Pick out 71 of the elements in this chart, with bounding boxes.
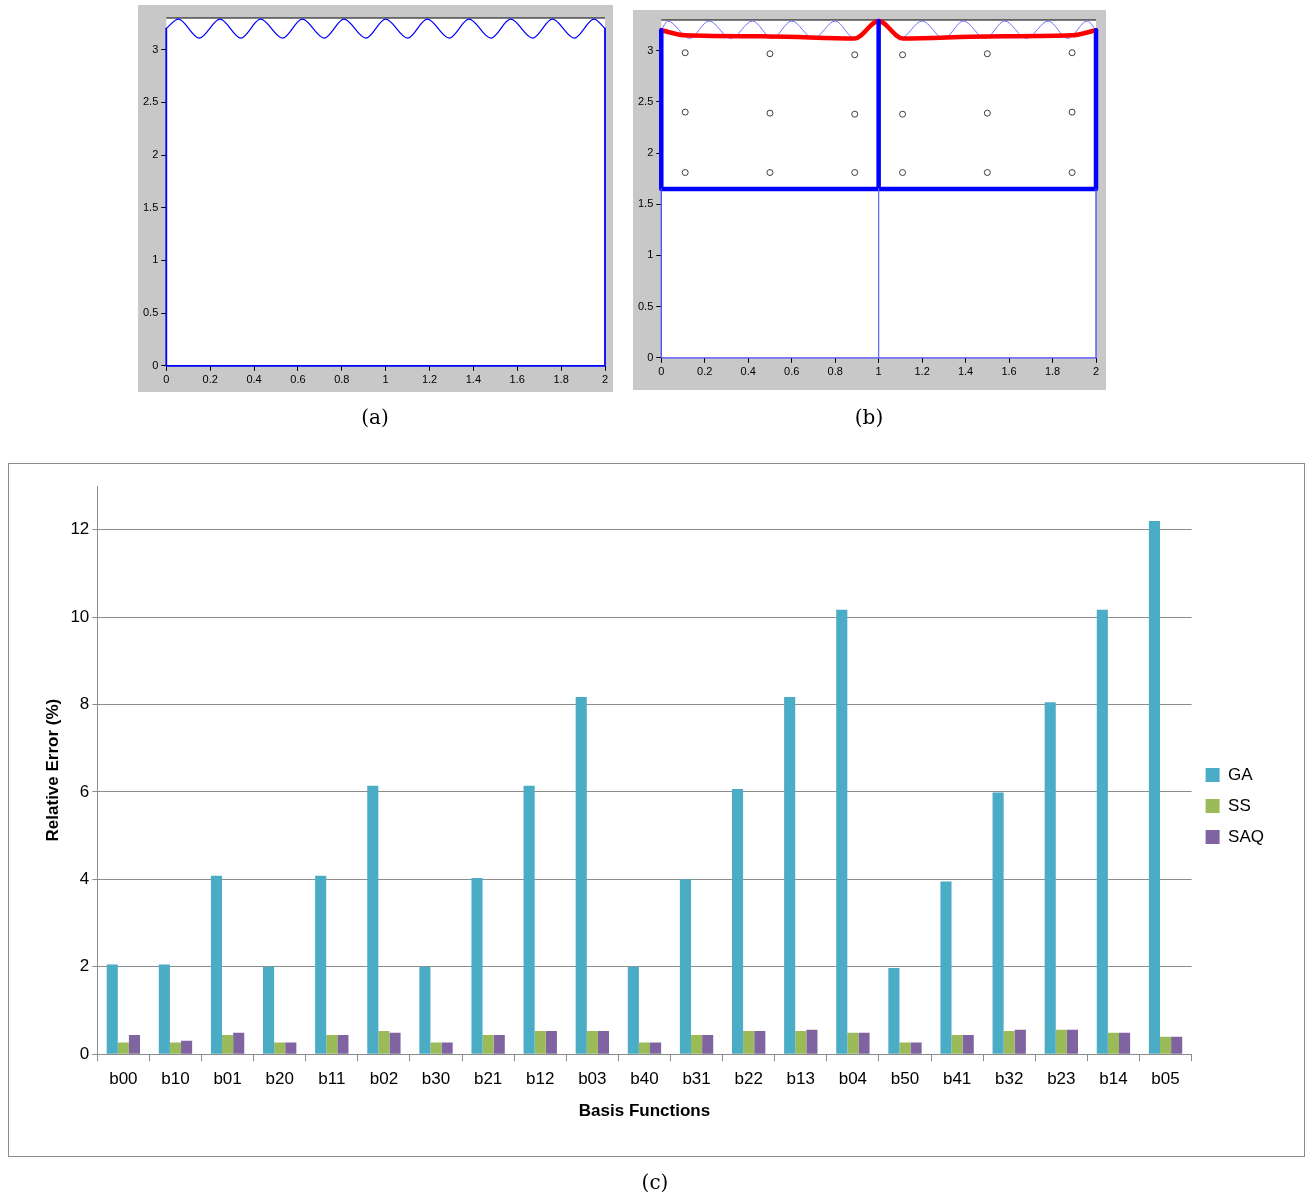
x-tick-label: b03 [578,1069,607,1089]
x-tick-label: 0.8 [334,373,350,386]
y-tick-label: 0.5 [637,299,654,312]
x-tick-label: 2 [601,373,609,386]
x-tick-label: 1.6 [509,373,525,386]
x-tick-label: b31 [682,1069,711,1089]
x-tick-label: 1.6 [1001,365,1017,378]
y-tick-label: 0 [79,1043,90,1063]
x-tick-label: 0.6 [290,373,306,386]
text: (c) [640,1170,670,1194]
x-tick-label: b23 [1047,1069,1076,1089]
x-tick-label: b13 [786,1069,815,1089]
text: (a) [360,405,390,429]
y-tick-label: 1 [647,248,654,261]
x-tick-label: 1.2 [914,365,930,378]
x-tick-label: 1 [382,373,389,386]
legend-label: GA [1228,764,1254,784]
legend-label: SAQ [1228,826,1265,846]
x-tick-label: b22 [734,1069,763,1089]
x-tick-label: b10 [161,1069,190,1089]
x-tick-label: 2 [1092,365,1100,378]
y-tick-label: 2 [152,148,159,161]
x-tick-label: 0 [163,373,170,386]
x-tick-label: b05 [1151,1069,1180,1089]
y-tick-label: 1 [152,253,159,266]
x-tick-label: b41 [942,1069,972,1089]
x-tick-label: b40 [630,1069,659,1089]
x-tick-label: b14 [1099,1069,1128,1089]
legend-label: SS [1228,795,1251,815]
x-tick-label: 1 [875,365,882,378]
y-tick-label: 2 [79,956,90,976]
x-tick-label: 0.4 [740,365,756,378]
y-axis-title: Relative Error (%) [42,698,62,842]
y-tick-label: 12 [70,519,90,539]
x-tick-label: b32 [995,1069,1024,1089]
y-tick-label: 0.5 [142,306,159,319]
x-tick-label: 0.2 [697,365,713,378]
x-tick-label: b11 [318,1069,346,1089]
y-tick-label: 1.5 [142,200,159,213]
y-tick-label: 8 [79,694,90,714]
x-tick-label: b02 [369,1069,399,1089]
x-tick-label: b21 [473,1069,503,1089]
x-tick-label: 0.4 [246,373,262,386]
x-tick-label: b20 [265,1069,294,1089]
y-tick-label: 10 [70,606,90,626]
x-tick-label: b30 [421,1069,451,1089]
x-tick-label: b12 [526,1069,555,1089]
x-tick-label: b50 [890,1069,920,1089]
x-tick-label: b04 [838,1069,868,1089]
text: (b) [853,405,885,429]
y-tick-label: 0 [647,350,654,363]
y-tick-label: 1.5 [637,197,654,210]
y-tick-label: 4 [79,869,90,889]
x-tick-label: 1.2 [421,373,438,386]
x-tick-label: b01 [213,1069,242,1089]
y-tick-label: 2 [647,146,654,159]
y-tick-label: 3 [152,42,159,55]
y-tick-label: 2.5 [142,95,159,108]
x-tick-label: 0.6 [784,365,800,378]
x-tick-label: 0 [658,365,665,378]
y-tick-label: 6 [79,781,90,801]
x-tick-label: b00 [109,1069,138,1089]
x-tick-label: 1.8 [553,373,569,386]
y-tick-label: 2.5 [637,94,654,107]
x-axis-title: Basis Functions [578,1101,711,1121]
x-tick-label: 1.4 [465,373,482,386]
x-tick-label: 0.8 [827,365,843,378]
y-tick-label: 3 [647,43,654,56]
x-tick-label: 1.8 [1044,365,1061,378]
x-tick-label: 1.4 [957,365,974,378]
x-tick-label: 0.2 [202,373,218,386]
